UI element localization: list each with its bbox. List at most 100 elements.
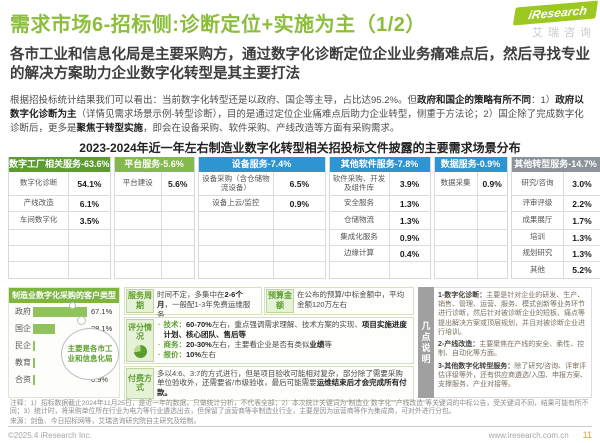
table-cell-value: 54.1% [77,178,102,189]
table-group-header: 其他软件服务-7.8% [329,157,430,172]
service-period-label: 服务周期 [126,289,154,313]
table-cell-label [115,262,162,278]
period-budget-row: 服务周期 时间不定，多集中在2-6个月，一般配1-3年免费运维服务 预算金额 在… [124,287,414,319]
text-segment: 技术： [163,320,187,329]
table-group-header: 平台服务-5.6% [114,157,194,172]
note-item: 1-数字化诊断：主要是针对企业的研发、生产、销售、管理、运营、服务、模式创新等业… [438,291,587,337]
table-cell-value: 1.3% [572,248,592,259]
scoring-bullet: · 报价：10%左右 [157,350,409,360]
thought-bubble-small [69,302,76,309]
table-row: 边缘计算 0.4% [329,246,430,262]
table-cell-label: 平台建设 [115,172,162,195]
table-row [114,230,194,246]
detail-panels: 服务周期 时间不定，多集中在2-6个月，一般配1-3年免费运维服务 预算金额 在… [124,287,414,401]
text-segment: 政府以数字化诊断为主 [10,95,584,120]
table-cell-value: 1.7% [572,215,592,226]
bar-category-label: 教育 [15,358,31,367]
table-row: 产线改造 6.1% [9,196,110,212]
table-row [434,212,507,230]
scene-table: 数字工厂相关服务-63.6% 数字化诊断 54.1% 产线改造 6.1% 车间数字化 3.5… [8,157,600,279]
pie-chart-icon [133,344,147,358]
table-cell-label [199,230,275,245]
budget-label: 预算金额 [266,289,294,313]
note-head: 3-其他数字化转型服务： [438,362,515,370]
table-group: 设备服务-7.4% 设备采购（含仓储物流设备） 6.5% 设备上云/监控 0.9% [197,157,326,279]
bar [33,357,35,368]
table-row: 仓储物流 1.3% [329,212,430,230]
bar-value-label: 67.1% [91,307,113,316]
table-cell-value: 5.2% [572,265,592,275]
text-segment: ：1） [530,95,556,106]
scene-table-title: 2023-2024年近一年左右制造业数字化转型相关招投标文件披露的主要需求场景分… [79,141,521,155]
page-number: 11 [582,430,592,440]
text-segment: 聚焦于转型实施 [76,122,144,134]
table-row [434,246,507,262]
service-period-box: 服务周期 时间不定，多集中在2-6个月，一般配1-3年免费运维服务 [124,287,262,319]
table-row [199,262,325,278]
table-row: 集成化服务 0.9% [329,230,430,246]
table-row [114,246,194,262]
note-head: 2-产线改造： [438,341,480,349]
payment-label: 付费方式 [126,367,154,399]
text-segment: 根据招投标统计结果我们可以看出：当前数字化转型还是以政府、国企等主导，占比达95… [10,95,417,106]
table-cell-label [115,230,162,245]
table-group: 数字工厂相关服务-63.6% 数字化诊断 54.1% 产线改造 6.1% 车间数字化 3.5… [8,157,111,279]
table-cell-value: 0.9% [399,232,420,243]
text-segment: ，一般配1-3年免费运维服务 [157,299,251,319]
client-type-panel: 制造业数字化采购的客户类型 政府67.1%国企28.1%民企2.6%教育1.3%… [8,287,120,398]
text-segment: 商务： [163,340,187,350]
thought-bubble-medium [77,316,86,325]
table-cell-label: 软件采购、开发及组件库 [330,172,390,195]
table-group: 平台服务-5.6% 平台建设 5.6% [113,157,195,279]
table-row: 其他 5.2% [512,262,600,278]
text-segment: 业绩 [309,340,325,350]
intro-paragraph: 根据招投标统计结果我们可以看出：当前数字化转型还是以政府、国企等主导，占比达95… [10,94,592,135]
bar-value-label: 0.9% [91,375,109,384]
copyright-text: ©2025.4 iResearch Inc. [8,431,92,440]
table-cell-label [199,262,275,278]
table-cell-value: 1.3% [572,232,592,243]
table-cell-label: 规划研究 [512,246,565,261]
bar-row: 国企 28.1% [9,320,119,337]
bar-row: 政府 67.1% [9,303,119,320]
bar-track [33,374,89,385]
table-row [115,262,194,278]
payment-text: 多以4:6、3:7的方式进行，但是项目验收可能相对复杂，部分除了需要采购单位验收… [154,368,412,399]
table-row: 设备上云/监控 0.9% [198,196,325,212]
table-group: 其他转型服务-14.7% 研究/咨询 3.0% 评审评级 2.2% 成果展厅 1.7% 培训 1… [510,157,600,279]
text-segment: 20-30% [186,340,212,350]
text-segment: 等 [324,340,332,350]
footnote-source: 来源：剑鱼、今日招标网等，艾瑞咨询研究院自主研究及绘制。 [10,417,201,425]
table-row [330,262,430,278]
scoring-box: 评分情况 · 技术：60-70%左右，重点强调需求理解、技术方案的实现、项目实施进… [124,317,414,364]
notes-tab: 几点说明 [418,287,434,398]
bullet-text: 商务：20-30%左右，主要看企业是否有类似业绩等 [164,340,332,350]
cloud-annotation: 主要是各市工业和信息化局 [61,328,119,380]
table-row: 设备采购（含仓储物流设备） 6.5% [198,172,325,196]
table-cell-label [115,212,162,229]
iresearch-logo: iResearch 艾瑞咨询 [492,0,599,40]
table-cell-label: 集成化服务 [330,230,390,245]
scoring-bullets: · 技术：60-70%左右，重点强调需求理解、技术方案的实现、项目实施进度计划、核… [154,319,412,362]
note-head: 1-数字化诊断： [438,292,487,299]
bar [33,340,36,351]
table-row: 研究/咨询 3.0% [511,172,600,196]
table-row [434,230,507,246]
bullet-dot: · [158,340,161,350]
bullet-dot: · [158,350,161,360]
table-cell-label: 培训 [512,230,565,245]
note-item: 2-产线改造：主要聚焦在产线的安全、柔性、控制、自动化等方面。 [438,340,587,358]
bar [33,306,87,317]
scoring-label: 评分情况 [126,319,154,362]
budget-text: 在公布的预算/中标金额中，平均金额120万左右 [294,289,412,313]
table-cell-value: 1.3% [399,198,420,209]
note-body: 主要是针对企业的研发、生产、销售、管理、运营、服务、模式创新等业务环节进行诊断，… [438,292,585,336]
text-segment: 项目实施进度计划、核心团队、售后等 [163,320,407,340]
table-row: 车间数字化 3.5% [9,212,110,230]
bar-track [33,357,89,368]
table-group-header: 数据服务-0.9% [434,157,507,172]
text-segment: 60-70% [186,320,212,329]
table-row [114,212,194,230]
bar-category-label: 国企 [15,324,31,333]
bar-category-label: 民企 [15,341,31,350]
